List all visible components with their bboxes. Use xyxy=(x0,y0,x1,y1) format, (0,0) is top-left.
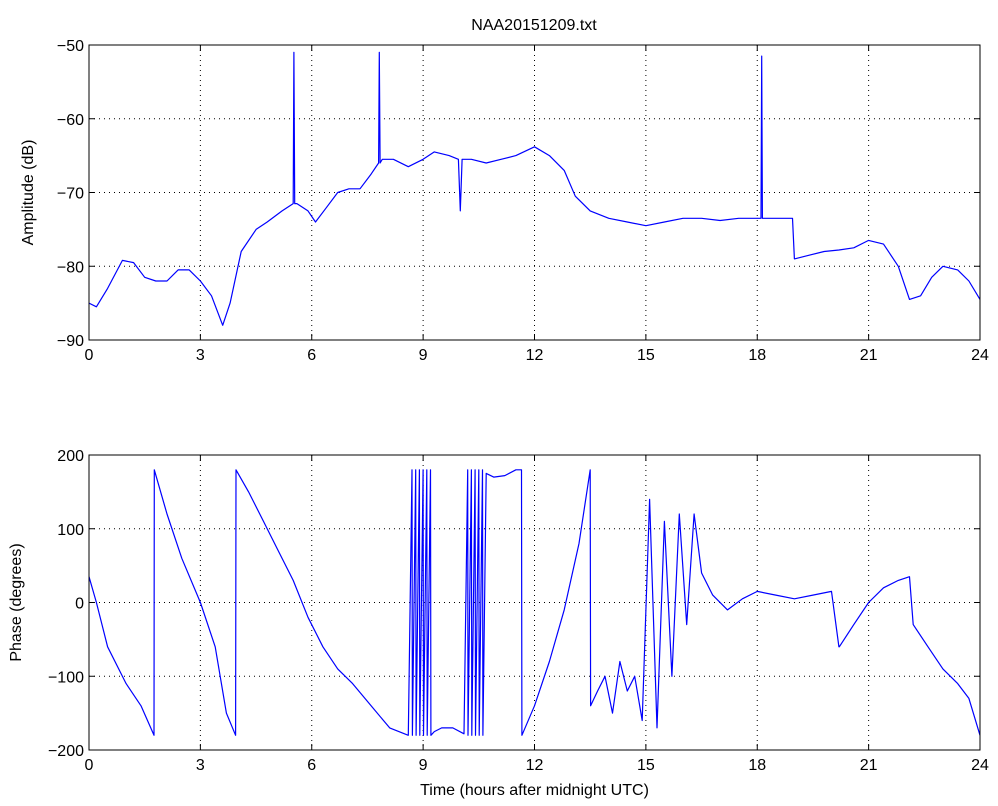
amplitude-panel: 0 3 6 9 12 15 18 21 24 −90 −80 −70 −60 −50 Amplitude (… xyxy=(20,38,989,364)
amplitude-xtick-label: 0 xyxy=(85,347,94,364)
phase-xtick-label: 9 xyxy=(419,757,428,774)
amplitude-xtick-label: 12 xyxy=(526,347,544,364)
amplitude-series-line xyxy=(88,51,981,326)
phase-xtick-label: 0 xyxy=(85,757,94,774)
phase-ytick-label: 100 xyxy=(57,522,84,539)
phase-series-line xyxy=(88,469,981,736)
amplitude-ytick-label: −50 xyxy=(57,38,84,55)
plot-title: NAA20151209.txt xyxy=(471,17,597,34)
amplitude-ytick-label: −80 xyxy=(57,259,84,276)
phase-panel: 0 3 6 9 12 15 18 21 24 −200 −100 0 100 200 Phase (degr… xyxy=(8,448,989,799)
amplitude-xtick-label: 6 xyxy=(307,347,316,364)
phase-xlabel: Time (hours after midnight UTC) xyxy=(420,782,649,799)
phase-ytick-label: −100 xyxy=(48,669,84,686)
phase-ylabel: Phase (degrees) xyxy=(8,543,25,661)
phase-xtick-label: 21 xyxy=(860,757,878,774)
panels: 0 3 6 9 12 15 18 21 24 −90 −80 −70 −60 −50 Amplitude (… xyxy=(8,38,989,799)
phase-xtick-label: 24 xyxy=(971,757,989,774)
phase-xtick-label: 3 xyxy=(196,757,205,774)
amplitude-xtick-label: 24 xyxy=(971,347,989,364)
phase-ytick-label: 0 xyxy=(75,596,84,613)
phase-xtick-label: 6 xyxy=(307,757,316,774)
amplitude-ytick-label: −70 xyxy=(57,186,84,203)
amplitude-xtick-label: 9 xyxy=(419,347,428,364)
amplitude-xtick-label: 21 xyxy=(860,347,878,364)
phase-xtick-label: 15 xyxy=(637,757,655,774)
amplitude-ylabel: Amplitude (dB) xyxy=(20,140,37,246)
amplitude-ytick-label: −60 xyxy=(57,112,84,129)
amplitude-xtick-label: 18 xyxy=(748,347,766,364)
phase-ytick-label: −200 xyxy=(48,743,84,760)
amplitude-xtick-label: 15 xyxy=(637,347,655,364)
phase-xtick-label: 18 xyxy=(748,757,766,774)
phase-xtick-label: 12 xyxy=(526,757,544,774)
phase-ytick-label: 200 xyxy=(57,448,84,465)
amplitude-xtick-label: 3 xyxy=(196,347,205,364)
amplitude-ytick-label: −90 xyxy=(57,333,84,350)
